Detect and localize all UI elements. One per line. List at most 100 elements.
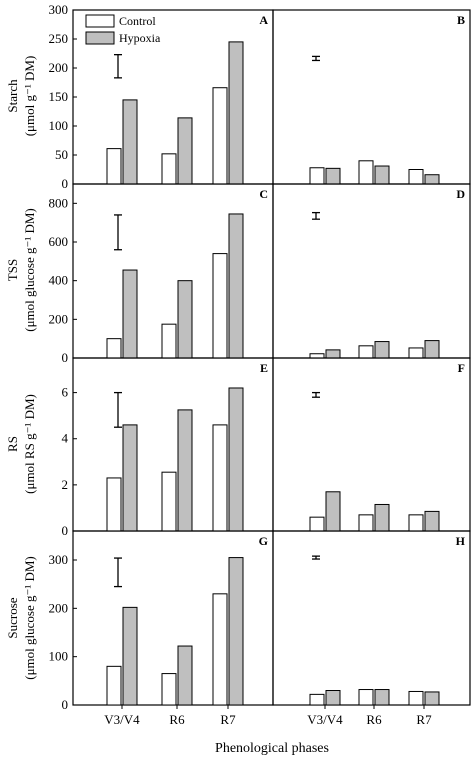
- y-tick-label: 400: [49, 273, 69, 288]
- bar-hypoxia: [177, 280, 193, 359]
- bar-hypoxia: [424, 510, 440, 532]
- legend-label-control: Control: [119, 14, 156, 28]
- bar-hypoxia: [228, 213, 244, 359]
- bar-control: [309, 167, 325, 185]
- bar-hypoxia: [325, 349, 341, 359]
- bar-hypoxia: [228, 41, 244, 185]
- bar-hypoxia: [325, 491, 341, 532]
- panel-a: 0 50 100 150 200 250 300 A: [49, 2, 274, 191]
- y-tick-label: 250: [49, 31, 69, 46]
- bar-hypoxia: [325, 690, 341, 706]
- panel-label: G: [259, 534, 268, 548]
- y-label-tss: TSS: [5, 259, 20, 281]
- bar-hypoxia: [122, 269, 138, 359]
- bar-control: [309, 693, 325, 706]
- bar-control: [212, 253, 228, 359]
- panel-label: A: [259, 13, 268, 27]
- y-axis-labels: Starch (μmol g⁻¹ DM) TSS (μmol glucose g…: [5, 56, 37, 680]
- x-tick-left-r6: R6: [169, 712, 185, 727]
- panel-b: B: [272, 9, 471, 185]
- bar-control: [358, 345, 374, 359]
- bar-hypoxia: [424, 691, 440, 706]
- y-label-rs-unit: (μmol RS g⁻¹ DM): [22, 394, 37, 494]
- bar-control: [106, 148, 122, 185]
- y-tick-label: 0: [62, 176, 69, 191]
- x-tick-left-v3v4: V3/V4: [104, 712, 140, 727]
- bar-control: [358, 514, 374, 532]
- y-label-sucrose-unit: (μmol glucose g⁻¹ DM): [22, 556, 37, 680]
- panel-label: D: [456, 187, 465, 201]
- bar-control: [212, 593, 228, 706]
- legend-swatch-control: [85, 14, 115, 28]
- bar-hypoxia: [424, 340, 440, 359]
- bar-control: [106, 477, 122, 532]
- panel-d: D: [272, 183, 471, 359]
- y-label-sucrose: Sucrose: [5, 597, 20, 638]
- panel-label: B: [457, 13, 465, 27]
- bar-control: [161, 471, 177, 532]
- bar-control: [212, 424, 228, 532]
- y-tick-label: 100: [49, 118, 69, 133]
- y-label-rs: RS: [5, 436, 20, 452]
- bar-hypoxia: [325, 167, 341, 185]
- y-tick-label: 6: [62, 385, 69, 400]
- panel-e: 0 2 4 6 E: [62, 357, 274, 538]
- bar-hypoxia: [228, 557, 244, 706]
- y-label-starch: Starch: [5, 79, 20, 113]
- bar-control: [358, 689, 374, 706]
- bar-control: [212, 87, 228, 185]
- y-label-tss-unit: (μmol glucose g⁻¹ DM): [22, 208, 37, 332]
- y-tick-label: 2: [62, 477, 69, 492]
- x-axis-labels: V3/V4 R6 R7 V3/V4 R6 R7 Phenological pha…: [104, 712, 432, 756]
- bar-hypoxia: [424, 174, 440, 185]
- bar-control: [161, 673, 177, 706]
- y-tick-label: 200: [49, 600, 69, 615]
- panel-h: H: [272, 530, 471, 706]
- panel-frame: [272, 9, 471, 185]
- bar-hypoxia: [177, 409, 193, 532]
- bar-hypoxia: [122, 424, 138, 532]
- y-tick-label: 4: [62, 431, 69, 446]
- y-tick-label: 300: [49, 2, 69, 17]
- bar-control: [309, 516, 325, 532]
- legend: Control Hypoxia: [85, 14, 161, 45]
- y-tick-label: 200: [49, 60, 69, 75]
- bar-control: [358, 160, 374, 185]
- legend-swatch-hypoxia: [85, 31, 115, 45]
- panel-frame: [272, 183, 471, 359]
- bar-hypoxia: [374, 341, 390, 359]
- bar-control: [408, 514, 424, 532]
- bar-control: [408, 690, 424, 706]
- bar-control: [106, 338, 122, 359]
- panel-frame: [272, 530, 471, 706]
- bar-control: [408, 169, 424, 185]
- panel-c: 0 200 400 600 800 C: [49, 183, 274, 365]
- bar-control: [106, 665, 122, 706]
- y-tick-label: 0: [62, 523, 69, 538]
- bar-hypoxia: [228, 387, 244, 532]
- y-label-starch-unit: (μmol g⁻¹ DM): [22, 56, 37, 137]
- y-tick-label: 300: [49, 552, 69, 567]
- legend-label-hypoxia: Hypoxia: [119, 31, 161, 45]
- y-tick-label: 150: [49, 89, 69, 104]
- y-tick-label: 100: [49, 649, 69, 664]
- bar-hypoxia: [374, 165, 390, 185]
- bar-control: [161, 323, 177, 359]
- x-tick-right-v3v4: V3/V4: [307, 712, 343, 727]
- panel-label: F: [458, 361, 465, 375]
- bar-hypoxia: [374, 689, 390, 706]
- panel-frame: [272, 357, 471, 532]
- bar-hypoxia: [177, 117, 193, 185]
- y-tick-label: 600: [49, 234, 69, 249]
- bar-hypoxia: [122, 99, 138, 185]
- plot-grid: 0 50 100 150 200 250 300 A B 0 200 400 600 800 C D 0 2 4 6 E…: [49, 2, 471, 712]
- panel-g: 0 100 200 300 G: [49, 530, 274, 712]
- y-tick-label: 800: [49, 195, 69, 210]
- y-tick-label: 0: [62, 350, 69, 365]
- y-tick-label: 0: [62, 697, 69, 712]
- x-axis-title: Phenological phases: [215, 741, 329, 756]
- bar-hypoxia: [177, 645, 193, 706]
- bar-control: [408, 347, 424, 359]
- panel-label: E: [260, 361, 268, 375]
